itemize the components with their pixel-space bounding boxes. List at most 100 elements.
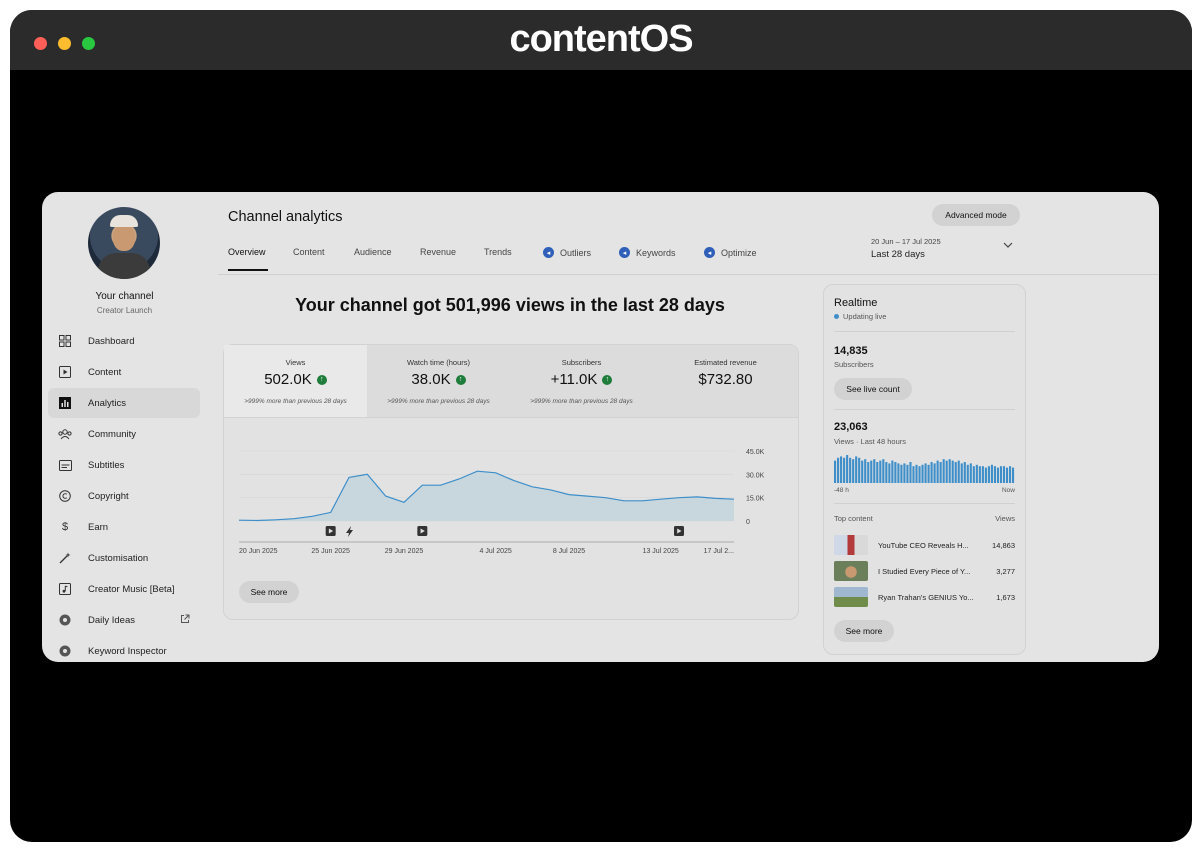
chart-point[interactable]: [402, 500, 406, 504]
date-range-label[interactable]: Last 28 days: [871, 249, 925, 260]
chart-point[interactable]: [384, 494, 388, 498]
realtime-bar[interactable]: [861, 460, 864, 483]
sidebar-item-daily-ideas[interactable]: Daily Ideas: [48, 605, 200, 635]
realtime-bar[interactable]: [933, 463, 936, 483]
realtime-bar[interactable]: [1008, 466, 1012, 483]
chart-point[interactable]: [329, 510, 333, 514]
realtime-bar[interactable]: [987, 466, 990, 483]
realtime-bar[interactable]: [990, 464, 993, 483]
chart-point[interactable]: [310, 514, 314, 518]
chart-point[interactable]: [439, 483, 443, 487]
chart-point[interactable]: [347, 475, 351, 479]
realtime-bar[interactable]: [996, 467, 1000, 483]
realtime-bar[interactable]: [972, 466, 975, 483]
channel-avatar[interactable]: [88, 207, 160, 279]
realtime-bar[interactable]: [969, 463, 972, 483]
tab-content[interactable]: Content: [293, 247, 325, 257]
chart-point[interactable]: [512, 479, 516, 483]
realtime-bar[interactable]: [876, 462, 879, 483]
chart-point[interactable]: [549, 488, 553, 492]
chart-point[interactable]: [494, 471, 498, 475]
realtime-bar[interactable]: [849, 457, 852, 483]
realtime-bar[interactable]: [891, 460, 894, 483]
realtime-bar[interactable]: [894, 462, 897, 483]
realtime-bar[interactable]: [870, 460, 873, 483]
chart-point[interactable]: [530, 485, 534, 489]
sidebar-item-copyright[interactable]: Copyright: [48, 481, 200, 511]
realtime-bar[interactable]: [873, 459, 876, 483]
see-live-count-button[interactable]: See live count: [834, 378, 912, 400]
minimize-window-button[interactable]: [58, 37, 71, 50]
chart-point[interactable]: [420, 483, 424, 487]
realtime-bar[interactable]: [981, 466, 984, 483]
realtime-bar[interactable]: [1005, 467, 1009, 483]
tab-revenue[interactable]: Revenue: [420, 247, 456, 257]
chart-point[interactable]: [622, 499, 626, 503]
chart-point[interactable]: [604, 496, 608, 500]
realtime-bar[interactable]: [945, 460, 948, 483]
realtime-bar[interactable]: [846, 455, 849, 483]
realtime-bar[interactable]: [930, 462, 933, 483]
chart-point[interactable]: [365, 472, 369, 476]
realtime-bar[interactable]: [837, 457, 840, 483]
realtime-bar[interactable]: [978, 466, 981, 483]
realtime-bar[interactable]: [966, 464, 969, 483]
realtime-bar[interactable]: [954, 462, 957, 483]
realtime-bar[interactable]: [864, 459, 867, 483]
tab-overview[interactable]: Overview: [228, 247, 266, 257]
chart-point[interactable]: [659, 497, 663, 501]
sidebar-item-content[interactable]: Content: [48, 357, 200, 387]
sidebar-item-earn[interactable]: $ Earn: [48, 512, 200, 542]
chart-point[interactable]: [567, 493, 571, 497]
maximize-window-button[interactable]: [82, 37, 95, 50]
realtime-bar[interactable]: [921, 464, 924, 483]
realtime-bar[interactable]: [957, 460, 960, 483]
tab-outliers[interactable]: ◂ Outliers: [543, 247, 591, 258]
metric-watch-time[interactable]: Watch time (hours) 38.0K ↑ >999% more tha…: [367, 345, 511, 417]
top-content-row[interactable]: I Studied Every Piece of Y... 3,277: [834, 561, 1015, 581]
realtime-bar[interactable]: [975, 464, 978, 483]
realtime-bar[interactable]: [888, 463, 891, 483]
chart-point[interactable]: [732, 497, 736, 501]
realtime-bar[interactable]: [963, 462, 966, 483]
see-more-top-content-button[interactable]: See more: [834, 620, 894, 642]
sidebar-item-keyword-inspector[interactable]: Keyword Inspector: [48, 636, 200, 662]
realtime-bar[interactable]: [885, 462, 888, 483]
close-window-button[interactable]: [34, 37, 47, 50]
tab-audience[interactable]: Audience: [354, 247, 392, 257]
sidebar-item-creator-music[interactable]: Creator Music [Beta]: [48, 574, 200, 604]
tab-keywords[interactable]: ◂ Keywords: [619, 247, 676, 258]
chart-point[interactable]: [640, 499, 644, 503]
realtime-bar[interactable]: [924, 463, 927, 483]
tab-trends[interactable]: Trends: [484, 247, 512, 257]
realtime-bar[interactable]: [867, 462, 870, 483]
chart-point[interactable]: [714, 496, 718, 500]
chevron-down-icon[interactable]: [1003, 241, 1013, 252]
top-content-row[interactable]: Ryan Trahan's GENIUS Yo... 1,673: [834, 587, 1015, 607]
realtime-bar[interactable]: [879, 460, 882, 483]
realtime-bar[interactable]: [915, 464, 918, 483]
realtime-bar[interactable]: [993, 466, 996, 483]
sidebar-item-subtitles[interactable]: Subtitles: [48, 450, 200, 480]
chart-point[interactable]: [677, 496, 681, 500]
sidebar-item-community[interactable]: Community: [48, 419, 200, 449]
shorts-icon[interactable]: [346, 526, 353, 537]
realtime-bar[interactable]: [897, 463, 900, 483]
realtime-bar[interactable]: [855, 456, 858, 483]
realtime-bar[interactable]: [834, 460, 837, 483]
chart-point[interactable]: [255, 519, 259, 523]
realtime-bar[interactable]: [912, 466, 915, 483]
realtime-bar[interactable]: [843, 457, 846, 483]
realtime-bar[interactable]: [936, 460, 939, 483]
metric-subscribers[interactable]: Subscribers +11.0K ↑ >999% more than prev…: [510, 345, 654, 417]
realtime-bar[interactable]: [906, 464, 909, 483]
chart-point[interactable]: [274, 518, 278, 522]
see-more-button[interactable]: See more: [239, 581, 299, 603]
metric-revenue[interactable]: Estimated revenue $732.80: [653, 345, 798, 417]
chart-point[interactable]: [475, 469, 479, 473]
realtime-bar[interactable]: [840, 456, 843, 483]
realtime-bar[interactable]: [852, 459, 855, 483]
advanced-mode-button[interactable]: Advanced mode: [932, 204, 1020, 226]
chart-point[interactable]: [292, 517, 296, 521]
chart-point[interactable]: [237, 518, 241, 522]
